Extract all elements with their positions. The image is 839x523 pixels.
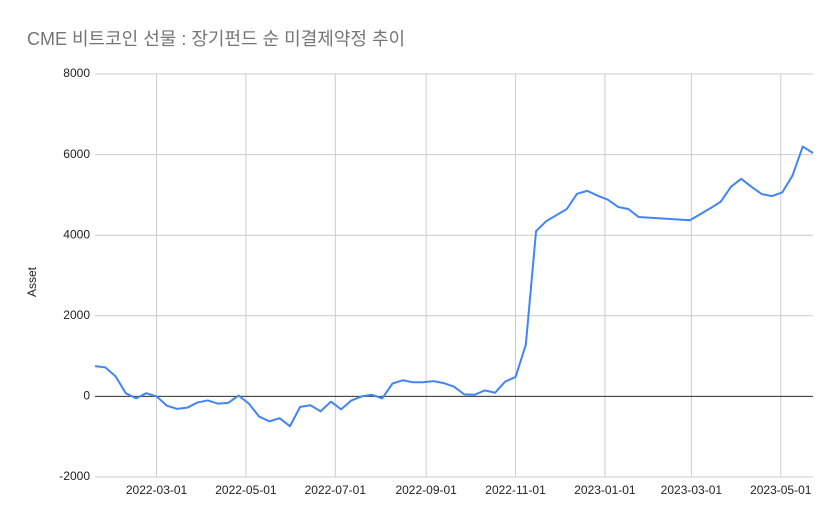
y-tick-label: 0 [83,389,90,403]
x-tick-label: 2022-09-01 [395,483,457,497]
x-tick-label: 2022-03-01 [126,483,188,497]
x-tick-label: 2022-07-01 [305,483,367,497]
y-tick-label: 6000 [63,147,90,161]
chart-title: CME 비트코인 선물 : 장기펀드 순 미결제약정 추이 [27,29,405,49]
x-tick-label: 2023-01-01 [574,483,636,497]
x-tick-label: 2023-05-01 [750,483,812,497]
y-tick-label: 2000 [63,308,90,322]
y-tick-label: 8000 [63,66,90,80]
x-tick-label: 2023-03-01 [661,483,723,497]
data-line [94,145,814,428]
x-tick-label: 2022-11-01 [485,483,546,497]
y-tick-label: 4000 [63,227,90,241]
x-tick-label: 2022-05-01 [215,483,277,497]
y-tick-label: -2000 [59,469,90,483]
y-axis-label: Asset [25,266,39,297]
